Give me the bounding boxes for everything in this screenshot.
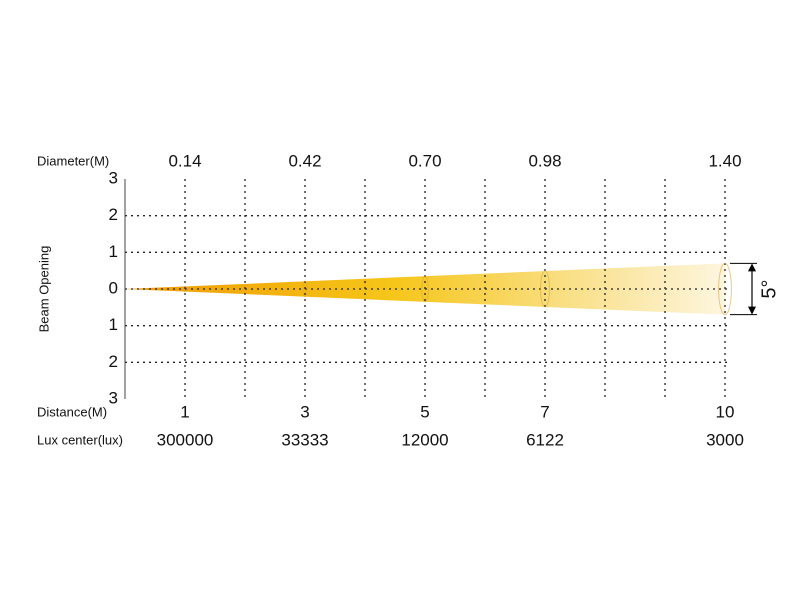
- x-tick-label: 10: [716, 402, 735, 421]
- y-label: Beam Opening: [36, 246, 51, 333]
- x-tick-label: 7: [540, 402, 549, 421]
- arrow-head: [748, 263, 756, 272]
- y-tick-label: 3: [109, 388, 118, 407]
- x-tick-label: 3: [300, 402, 309, 421]
- lux-label: 12000: [401, 430, 448, 449]
- y-tick-label: 0: [109, 278, 118, 297]
- arrow-head: [748, 306, 756, 315]
- diameter-label: 1.40: [708, 151, 741, 170]
- y-tick-label: 1: [109, 315, 118, 334]
- series-label: Lux center(lux): [37, 432, 123, 447]
- beam-section: [302, 280, 308, 298]
- y-tick-label: 1: [109, 242, 118, 261]
- lux-label: 3000: [706, 430, 744, 449]
- lux-label: 6122: [526, 430, 564, 449]
- x-tick-label: 5: [420, 402, 429, 421]
- diameter-label: 0.42: [288, 151, 321, 170]
- lux-label: 300000: [157, 430, 214, 449]
- y-tick-label: 2: [109, 352, 118, 371]
- diameter-label: 0.70: [408, 151, 441, 170]
- series-label: Diameter(M): [37, 153, 109, 168]
- beam-section: [421, 275, 429, 303]
- diameter-label: 0.98: [528, 151, 561, 170]
- x-tick-label: 1: [180, 402, 189, 421]
- diameter-label: 0.14: [168, 151, 201, 170]
- angle-label: 5°: [758, 279, 780, 298]
- y-tick-label: 3: [109, 168, 118, 187]
- x-label: Distance(M): [37, 404, 107, 419]
- beam-section: [540, 270, 550, 308]
- y-tick-label: 2: [109, 205, 118, 224]
- lux-label: 33333: [281, 430, 328, 449]
- beam-section: [718, 262, 732, 316]
- beam-section: [182, 285, 188, 293]
